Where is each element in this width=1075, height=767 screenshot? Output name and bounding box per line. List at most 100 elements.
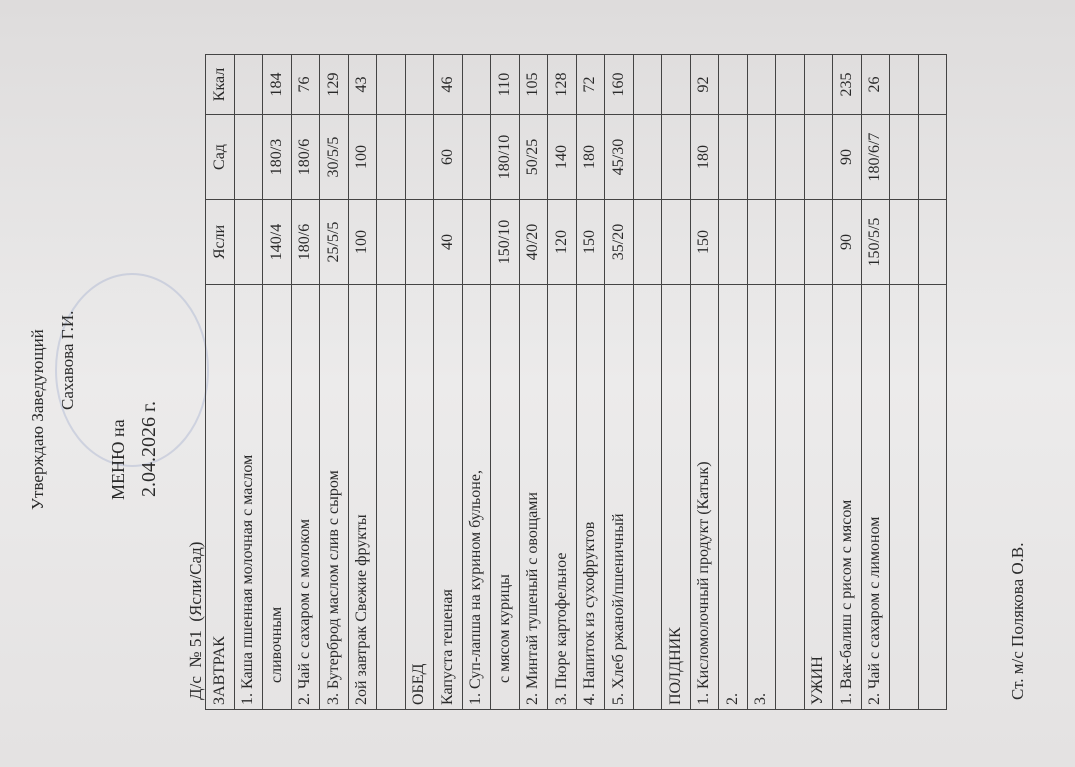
- table-cell: [405, 114, 434, 200]
- table-cell: 1. Суп-лапша на курином бульоне,: [462, 284, 491, 710]
- stamp: [55, 273, 209, 467]
- table-row: [889, 54, 918, 710]
- table-row: [918, 54, 947, 710]
- table-cell: [918, 199, 947, 285]
- table-cell: 2.: [718, 284, 747, 710]
- table-cell: 110: [490, 54, 519, 115]
- table-cell: 45/30: [604, 114, 633, 200]
- table-cell: 180: [690, 114, 719, 200]
- table-row: ПОЛДНИК: [661, 54, 690, 710]
- table-row: 2. Минтай тушеный с овощами 40/20 50/25 105: [519, 54, 548, 710]
- table-cell: 46: [433, 54, 462, 115]
- table-cell: [234, 54, 263, 115]
- table-cell: 26: [861, 54, 890, 115]
- table-cell: 50/25: [519, 114, 548, 200]
- table-cell: [234, 199, 263, 285]
- table-cell: [747, 54, 776, 115]
- table-row: ЗАВТРАК Ясли Сад Ккал: [205, 54, 234, 710]
- table-cell: 180: [576, 114, 605, 200]
- table-cell: 105: [519, 54, 548, 115]
- table-cell: ПОЛДНИК: [661, 284, 690, 710]
- table-row: 1. Кисломолочный продукт (Катык) 150 180 92: [690, 54, 719, 710]
- table-row: 3.: [747, 54, 776, 710]
- table-cell: 140/4: [262, 199, 291, 285]
- table-cell: 180/6: [291, 114, 320, 200]
- table-cell: 2. Чай с сахаром с лимоном: [861, 284, 890, 710]
- table-cell: 1. Кисломолочный продукт (Катык): [690, 284, 719, 710]
- table-row: 2.: [718, 54, 747, 710]
- table-row: 2. Чай с сахаром с лимоном 150/5/5 180/6/7…: [861, 54, 890, 710]
- table-cell: [234, 114, 263, 200]
- table-cell: Сад: [205, 114, 234, 200]
- table-cell: [775, 284, 804, 710]
- table-cell: 72: [576, 54, 605, 115]
- table-cell: 100: [348, 199, 377, 285]
- table-row: 3. Бутерброд маслом слив с сыром 25/5/5 30…: [319, 54, 348, 710]
- table-cell: [804, 114, 833, 200]
- table-cell: 3. Пюре картофельное: [547, 284, 576, 710]
- table-cell: [775, 199, 804, 285]
- table-cell: 100: [348, 114, 377, 200]
- table-cell: [405, 54, 434, 115]
- table-cell: [633, 284, 662, 710]
- table-cell: 160: [604, 54, 633, 115]
- table-cell: [376, 114, 405, 200]
- table-cell: 235: [832, 54, 861, 115]
- table-cell: 150: [576, 199, 605, 285]
- table-cell: 180/6/7: [861, 114, 890, 200]
- table-cell: [661, 114, 690, 200]
- table-cell: 3. Бутерброд маслом слив с сыром: [319, 284, 348, 710]
- table-cell: [718, 199, 747, 285]
- table-cell: [718, 54, 747, 115]
- table-cell: 76: [291, 54, 320, 115]
- table-cell: 4. Напиток из сухофруктов: [576, 284, 605, 710]
- table-cell: [633, 54, 662, 115]
- table-cell: 180/3: [262, 114, 291, 200]
- table-cell: [633, 114, 662, 200]
- table-cell: 150: [690, 199, 719, 285]
- subtitle: Д/с № 51 (Ясли/Сад): [186, 541, 205, 700]
- table-cell: [889, 284, 918, 710]
- table-cell: [747, 199, 776, 285]
- table-cell: [661, 54, 690, 115]
- table-cell: 140: [547, 114, 576, 200]
- table-cell: 40: [433, 199, 462, 285]
- table-row: Капуста тешеная 40 60 46: [433, 54, 462, 710]
- table-cell: [918, 284, 947, 710]
- table-row: с мясом курицы 150/10 180/10 110: [490, 54, 519, 710]
- table-cell: 150/5/5: [861, 199, 890, 285]
- table-cell: 128: [547, 54, 576, 115]
- table-cell: 120: [547, 199, 576, 285]
- table-cell: [376, 54, 405, 115]
- table-cell: [918, 54, 947, 115]
- table-cell: [405, 199, 434, 285]
- table-row: [376, 54, 405, 710]
- menu-table: ЗАВТРАК Ясли Сад Ккал 1. Каша пшенная молочн…: [205, 54, 947, 710]
- table-cell: 90: [832, 199, 861, 285]
- table-cell: УЖИН: [804, 284, 833, 710]
- table-cell: с мясом курицы: [490, 284, 519, 710]
- table-row: 3. Пюре картофельное 120 140 128: [547, 54, 576, 710]
- table-row: 2. Чай с сахаром с молоком 180/6 180/6 76: [291, 54, 320, 710]
- table-cell: [661, 199, 690, 285]
- table-row: 1. Вак-балиш с рисом с мясом 90 90 235: [832, 54, 861, 710]
- table-cell: Ясли: [205, 199, 234, 285]
- table-row: 2ой завтрак Свежие фрукты 100 100 43: [348, 54, 377, 710]
- table-cell: 92: [690, 54, 719, 115]
- table-cell: 2. Чай с сахаром с молоком: [291, 284, 320, 710]
- table-cell: [718, 114, 747, 200]
- table-cell: 43: [348, 54, 377, 115]
- table-row: 4. Напиток из сухофруктов 150 180 72: [576, 54, 605, 710]
- table-cell: Капуста тешеная: [433, 284, 462, 710]
- table-cell: [804, 54, 833, 115]
- table-cell: 1. Вак-балиш с рисом с мясом: [832, 284, 861, 710]
- table-cell: ОБЕД: [405, 284, 434, 710]
- table-cell: [376, 199, 405, 285]
- table-cell: сливочным: [262, 284, 291, 710]
- table-cell: [747, 114, 776, 200]
- table-cell: 184: [262, 54, 291, 115]
- table-cell: 150/10: [490, 199, 519, 285]
- table-cell: [376, 284, 405, 710]
